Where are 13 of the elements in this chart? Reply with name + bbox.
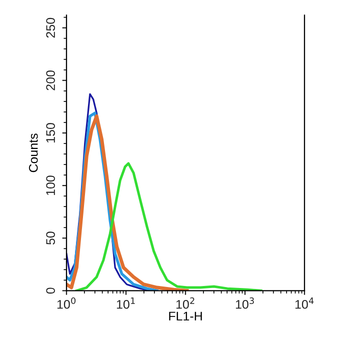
y-tick-label: 200 — [46, 70, 55, 90]
x-tick-label: 10$^{0}$ — [57, 297, 76, 309]
y-axis-title: Counts — [28, 134, 38, 172]
y-tick-label: 250 — [46, 18, 55, 38]
y-tick-label: 100 — [46, 176, 55, 196]
y-tick-label: 150 — [46, 123, 55, 142]
y-tick-label: 50 — [46, 232, 55, 245]
x-tick-label: 10$^{1}$ — [116, 298, 135, 309]
x-tick-label: 10$^{2}$ — [176, 297, 194, 309]
x-tick-label: 10$^{3}$ — [236, 297, 254, 309]
x-axis-title: FL1-H — [169, 312, 202, 320]
x-tick-label: 10$^{4}$ — [295, 298, 314, 309]
y-tick-label: 0 — [46, 288, 55, 294]
